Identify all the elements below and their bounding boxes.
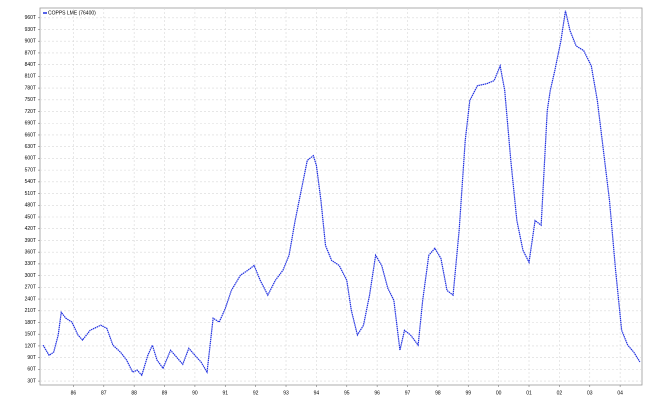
y-tick-label: 150T xyxy=(25,332,36,338)
x-tick-label: 92 xyxy=(253,390,259,396)
x-tick-label: 90 xyxy=(192,390,198,396)
y-tick-label: 420T xyxy=(25,226,36,232)
x-tick-label: 93 xyxy=(283,390,289,396)
x-tick-label: 00 xyxy=(496,390,502,396)
x-tick-label: 89 xyxy=(162,390,168,396)
y-tick-label: 750T xyxy=(25,97,36,103)
y-tick-label: 210T xyxy=(25,308,36,314)
x-tick-label: 87 xyxy=(101,390,107,396)
y-tick-label: 870T xyxy=(25,50,36,56)
x-tick-label: 95 xyxy=(344,390,350,396)
y-tick-label: 390T xyxy=(25,238,36,244)
y-tick-label: 30T xyxy=(27,378,36,384)
legend-label: COPPS LME (76400) xyxy=(48,10,96,16)
x-tick-label: 01 xyxy=(526,390,532,396)
x-tick-label: 91 xyxy=(222,390,228,396)
x-tick-label: 86 xyxy=(71,390,77,396)
y-tick-label: 360T xyxy=(25,249,36,255)
y-tick-label: 450T xyxy=(25,214,36,220)
y-tick-label: 600T xyxy=(25,156,36,162)
x-tick-label: 03 xyxy=(587,390,593,396)
y-tick-label: 690T xyxy=(25,121,36,127)
y-tick-label: 90T xyxy=(27,355,36,361)
y-tick-label: 810T xyxy=(25,74,36,80)
y-tick-label: 570T xyxy=(25,167,36,173)
y-tick-label: 960T xyxy=(25,15,36,21)
y-tick-label: 180T xyxy=(25,320,36,326)
line-series xyxy=(42,10,641,377)
plot-frame xyxy=(39,7,643,386)
y-tick-label: 240T xyxy=(25,296,36,302)
y-tick-label: 840T xyxy=(25,62,36,68)
x-tick-label: 88 xyxy=(131,390,137,396)
x-tick-label: 98 xyxy=(435,390,441,396)
y-tick-label: 630T xyxy=(25,144,36,150)
y-tick-label: 60T xyxy=(27,367,36,373)
y-tick-label: 330T xyxy=(25,261,36,267)
y-tick-label: 720T xyxy=(25,109,36,115)
y-tick-label: 780T xyxy=(25,85,36,91)
y-tick-label: 510T xyxy=(25,191,36,197)
x-tick-label: 02 xyxy=(557,390,563,396)
y-tick-label: 660T xyxy=(25,132,36,138)
y-tick-label: 900T xyxy=(25,39,36,45)
y-tick-label: 540T xyxy=(25,179,36,185)
y-tick-label: 930T xyxy=(25,27,36,33)
x-tick-label: 97 xyxy=(405,390,411,396)
y-tick-label: 120T xyxy=(25,343,36,349)
x-tick-label: 04 xyxy=(617,390,623,396)
y-tick-label: 270T xyxy=(25,285,36,291)
x-tick-label: 96 xyxy=(374,390,380,396)
x-tick-label: 94 xyxy=(314,390,320,396)
y-tick-label: 480T xyxy=(25,203,36,209)
x-tick-label: 99 xyxy=(465,390,471,396)
y-tick-label: 300T xyxy=(25,273,36,279)
